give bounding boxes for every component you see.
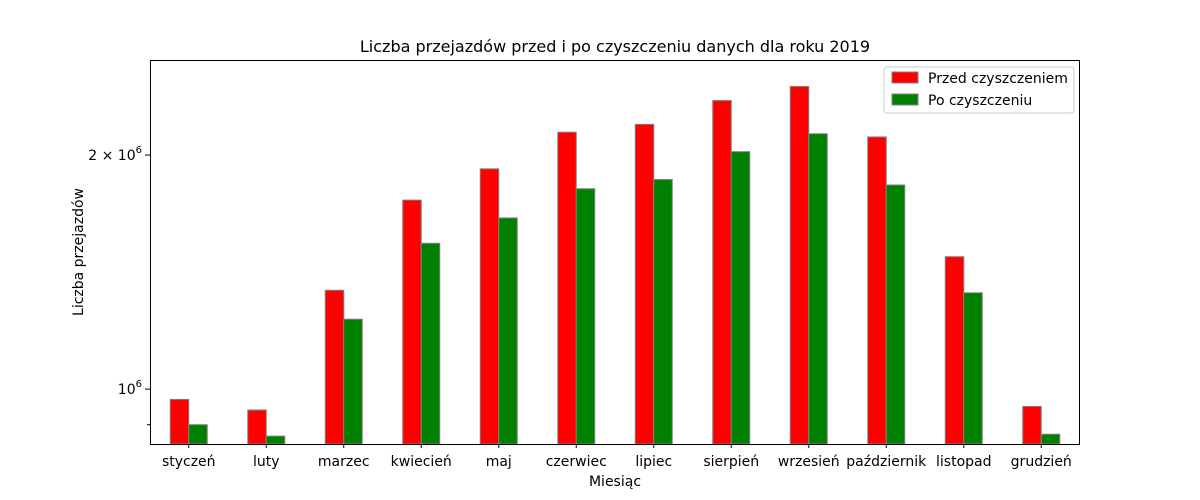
bar-before-6 xyxy=(634,123,655,445)
x-tick-label-4: maj xyxy=(486,454,512,470)
x-axis: styczeń luty marzec kwiecień maj czerwiec lipi… xyxy=(162,444,1072,470)
y-axis-label: Liczba przejazdów xyxy=(71,188,87,316)
bar-after-1 xyxy=(265,435,286,445)
bar-before-10 xyxy=(944,256,965,445)
bar-before-5 xyxy=(557,131,577,445)
x-tick-label-0: styczeń xyxy=(162,454,216,470)
bar-after-3 xyxy=(420,242,441,445)
bar-after-4 xyxy=(498,217,518,445)
legend-swatch-1 xyxy=(891,93,919,106)
x-tick-label-11: grudzień xyxy=(1011,454,1072,470)
legend-label-0: Przed czyszczeniem xyxy=(928,71,1068,87)
y-tick-exponent-1: 6 xyxy=(136,145,142,156)
bar-before-4 xyxy=(479,168,500,445)
bar-after-9 xyxy=(885,184,906,445)
x-tick-label-5: czerwiec xyxy=(546,454,607,470)
legend-box xyxy=(883,66,1075,114)
y-tick-label-0: 106 xyxy=(118,379,142,398)
x-tick-label-2: marzec xyxy=(318,454,370,470)
y-tick-mantissa-1: 2 × 10 xyxy=(88,148,135,164)
bar-after-2 xyxy=(343,318,363,445)
x-axis-label: Miesiąc xyxy=(589,474,641,490)
x-tick-label-10: listopad xyxy=(936,454,991,470)
bar-after-10 xyxy=(963,292,983,445)
plot-frame xyxy=(150,60,1080,445)
y-tick-exponent-0: 6 xyxy=(136,379,142,390)
bar-before-0 xyxy=(169,398,190,445)
x-tick-label-7: sierpień xyxy=(703,454,759,470)
bar-before-2 xyxy=(324,289,345,445)
bar-after-0 xyxy=(188,424,208,445)
bar-before-1 xyxy=(247,409,267,445)
x-tick-label-6: lipiec xyxy=(635,454,672,470)
legend-swatch-0 xyxy=(891,71,919,84)
bar-before-3 xyxy=(402,199,422,445)
x-tick-label-9: październik xyxy=(846,454,927,470)
y-tick-label-1: 2 × 106 xyxy=(88,145,142,164)
y-tick-mantissa-0: 10 xyxy=(118,382,136,398)
legend-label-1: Po czyszczeniu xyxy=(928,93,1032,109)
chart-title: Liczba przejazdów przed i po czyszczeniu… xyxy=(360,37,870,56)
bar-before-11 xyxy=(1022,405,1042,445)
bar-after-6 xyxy=(653,179,673,445)
bar-after-7 xyxy=(730,151,751,445)
x-tick-label-3: kwiecień xyxy=(391,454,452,470)
bars-layer xyxy=(169,86,1061,445)
bar-after-11 xyxy=(1040,433,1061,445)
bar-before-9 xyxy=(867,136,887,445)
bar-after-8 xyxy=(808,133,828,445)
bar-before-7 xyxy=(712,100,732,445)
bar-after-5 xyxy=(575,188,596,445)
x-tick-label-1: luty xyxy=(253,454,280,470)
x-tick-label-8: wrzesień xyxy=(778,454,840,470)
bar-before-8 xyxy=(789,86,810,445)
legend: Przed czyszczeniem Po czyszczeniu xyxy=(883,66,1075,114)
